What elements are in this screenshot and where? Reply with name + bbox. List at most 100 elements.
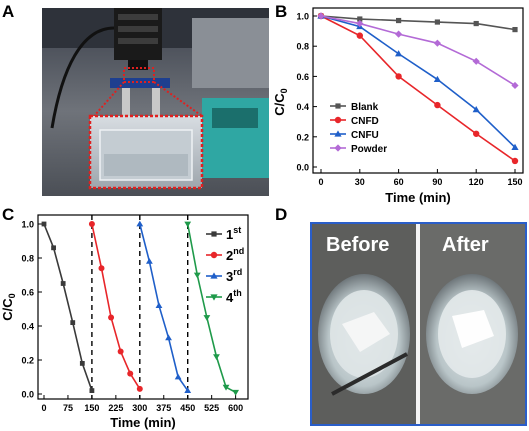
cycle-point-3rd: [136, 220, 144, 227]
cycle-point-4th: [222, 384, 230, 391]
cycle-point-3rd: [165, 334, 172, 341]
x-tick-label-b: 150: [507, 177, 522, 187]
y-tick-label-b: 1.0: [296, 12, 309, 22]
y-tick-label-c: 1.0: [21, 220, 34, 230]
x-tick-label-c: 0: [41, 403, 46, 413]
cycle-point-2nd: [136, 385, 143, 392]
y-axis-label-c: C/C0: [0, 293, 17, 320]
series-line-powder: [320, 15, 516, 87]
panel-label-b: B: [275, 2, 288, 21]
cycle-line-3rd: [139, 223, 189, 392]
series-line-cnfu: [320, 15, 516, 148]
panel-label-d: D: [275, 205, 288, 224]
data-point-cnfu: [472, 106, 480, 113]
legend-marker: [334, 130, 342, 137]
cycle-point-3rd: [155, 302, 163, 308]
cycle-point-2nd: [88, 221, 95, 227]
legend-marker: [334, 116, 342, 124]
y-tick-label-b: 0.8: [296, 42, 309, 52]
legend-label: Powder: [351, 144, 387, 155]
y-tick-label-c: 0.8: [21, 254, 34, 264]
legend-marker: [335, 103, 341, 109]
data-point-cnfu: [433, 75, 441, 83]
cycle-line-4th: [186, 223, 236, 394]
data-point-cnfd: [434, 101, 441, 109]
legend-label: CNFU: [351, 130, 379, 141]
plot-frame-c: [37, 214, 249, 400]
legend-label: Blank: [351, 102, 379, 113]
legend-label: 4th: [226, 288, 242, 305]
cycle-point-3rd: [184, 387, 192, 393]
legend-label: 1st: [226, 225, 241, 242]
x-tick-label-b: 0: [318, 177, 323, 187]
x-tick-label-c: 450: [180, 403, 195, 413]
data-point-powder: [511, 81, 519, 90]
cycling-chart-c: 0.0 0.2 0.4 0.6 0.8 1.0 0 75 150 225 300 375 450 525…: [0, 214, 249, 430]
degradation-chart-b: 0.0 0.2 0.4 0.6 0.8 1.0 0 30 60 90 120 150 Blank CN…: [272, 7, 524, 205]
y-tick-label-c: 0.6: [21, 288, 34, 298]
legend-marker: [334, 144, 342, 152]
cycle-point-4th: [213, 354, 220, 360]
data-point-cnfd: [511, 157, 519, 165]
series-line-cnfd: [320, 15, 516, 162]
x-tick-label-c: 375: [156, 403, 171, 413]
cycle-point-3rd: [145, 258, 153, 264]
legend-marker: [210, 251, 218, 259]
data-point-powder: [317, 12, 325, 20]
x-tick-label-c: 525: [204, 403, 219, 413]
y-tick-label-c: 0.2: [21, 356, 34, 366]
data-point-cnfd: [356, 32, 363, 39]
cycle-point-1st: [79, 361, 85, 366]
x-tick-label-c: 300: [132, 403, 147, 413]
data-point-blank: [473, 20, 479, 27]
cycle-point-2nd: [127, 370, 134, 377]
legend-label: CNFD: [351, 116, 379, 127]
y-tick-label-b: 0.6: [296, 72, 309, 82]
cycle-point-4th: [193, 272, 201, 279]
x-tick-label-b: 90: [432, 177, 442, 187]
cycle-point-1st: [89, 388, 95, 393]
x-axis-label-c: Time (min): [110, 415, 176, 430]
legend-marker: [210, 294, 218, 301]
cycle-point-2nd: [98, 265, 105, 272]
panel-label-a: A: [2, 2, 15, 21]
y-tick-label-b: 0.2: [296, 132, 309, 142]
x-axis-label-b: Time (min): [385, 190, 451, 205]
before-label: Before: [326, 234, 390, 256]
data-point-cnfd: [395, 73, 402, 80]
cycle-point-2nd: [117, 348, 124, 355]
data-point-blank: [434, 19, 440, 25]
x-tick-label-b: 120: [469, 177, 484, 187]
y-tick-label-b: 0.0: [296, 163, 309, 173]
legend-marker: [210, 272, 218, 279]
legend-label: 3rd: [226, 267, 242, 284]
data-point-cnfd: [473, 130, 480, 137]
cycle-line-2nd: [91, 223, 141, 390]
data-point-powder: [433, 39, 441, 47]
data-point-cnfu: [395, 50, 403, 57]
x-tick-label-b: 30: [355, 177, 365, 187]
data-point-blank: [357, 16, 363, 22]
legend-label: 2nd: [226, 246, 244, 263]
cycle-point-3rd: [174, 373, 182, 380]
series-line-blank: [320, 15, 516, 31]
before-after-photo: Before After: [310, 222, 527, 426]
data-point-blank: [396, 17, 402, 24]
cycle-line-1st: [43, 223, 93, 391]
legend-marker: [211, 231, 217, 237]
x-tick-label-c: 225: [108, 403, 123, 413]
cycle-point-1st: [70, 320, 76, 325]
y-tick-label-c: 0.4: [21, 322, 34, 332]
cycle-point-4th: [203, 315, 211, 321]
y-tick-label-b: 0.4: [296, 102, 309, 112]
x-tick-label-b: 60: [394, 177, 404, 187]
y-tick-label-c: 0.0: [21, 390, 34, 400]
panel-label-c: C: [2, 205, 15, 224]
cycle-point-1st: [60, 281, 66, 286]
data-point-blank: [512, 26, 518, 33]
x-tick-label-c: 75: [63, 403, 73, 413]
data-point-powder: [472, 57, 480, 65]
x-tick-label-c: 150: [84, 403, 99, 413]
reactor-setup-photo: [42, 8, 269, 196]
cycle-point-4th: [184, 221, 192, 228]
